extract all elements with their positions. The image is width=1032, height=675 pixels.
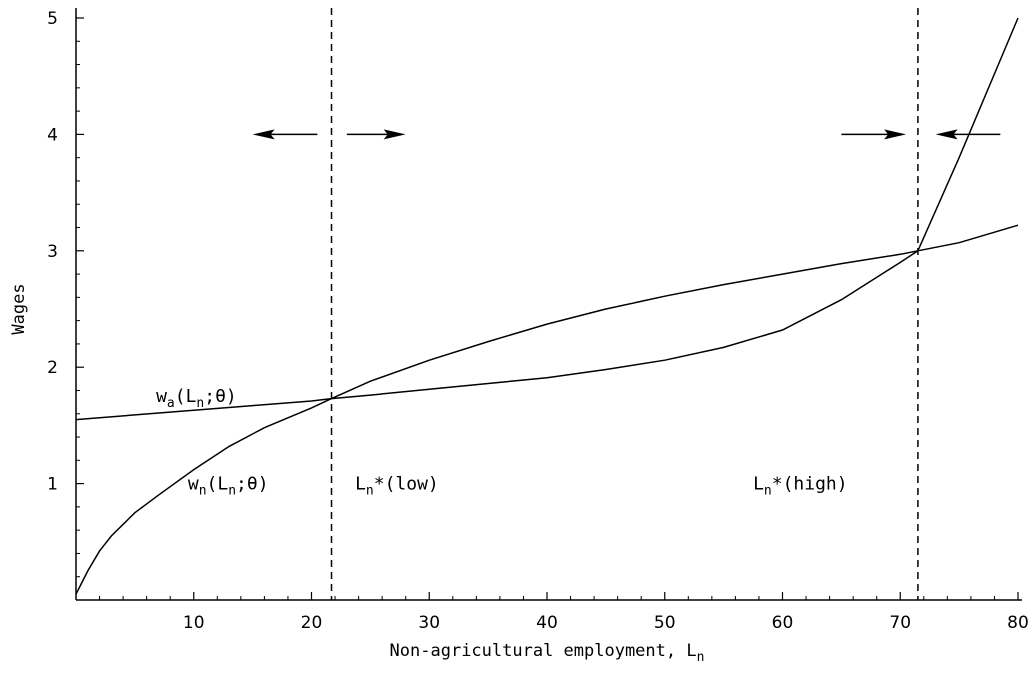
direction-arrow	[252, 129, 318, 140]
y-axis-title: Wages	[9, 283, 29, 334]
arrow-head	[252, 129, 275, 140]
x-tick-label: 70	[889, 613, 911, 633]
series-label-wa: wa(Ln;θ)	[156, 386, 237, 411]
direction-arrow	[346, 129, 406, 140]
x-tick-label: 80	[1007, 613, 1029, 633]
y-tick-label: 3	[47, 242, 58, 262]
y-tick-label: 2	[47, 358, 58, 378]
equilibrium-label-low: Ln*(low)	[355, 473, 439, 498]
arrow-head	[383, 129, 406, 140]
arrow-head	[935, 129, 958, 140]
direction-arrow	[841, 129, 907, 140]
x-axis-title: Non-agricultural employment, Ln	[390, 641, 705, 665]
x-tick-label: 30	[418, 613, 440, 633]
series-line-wa	[75, 17, 1019, 421]
direction-arrow	[935, 129, 1001, 140]
x-tick-label: 40	[536, 613, 558, 633]
equilibrium-label-high: Ln*(high)	[753, 473, 848, 498]
x-tick-label: 10	[183, 613, 205, 633]
series-label-wn: wn(Ln;θ)	[188, 473, 269, 498]
y-tick-label: 5	[47, 9, 58, 29]
x-tick-label: 20	[301, 613, 323, 633]
y-tick-label: 4	[47, 125, 58, 145]
y-tick-label: 1	[47, 475, 58, 495]
arrow-head	[884, 129, 907, 140]
x-tick-label: 60	[772, 613, 794, 633]
x-tick-label: 50	[654, 613, 676, 633]
series-line-wn	[75, 224, 1019, 595]
